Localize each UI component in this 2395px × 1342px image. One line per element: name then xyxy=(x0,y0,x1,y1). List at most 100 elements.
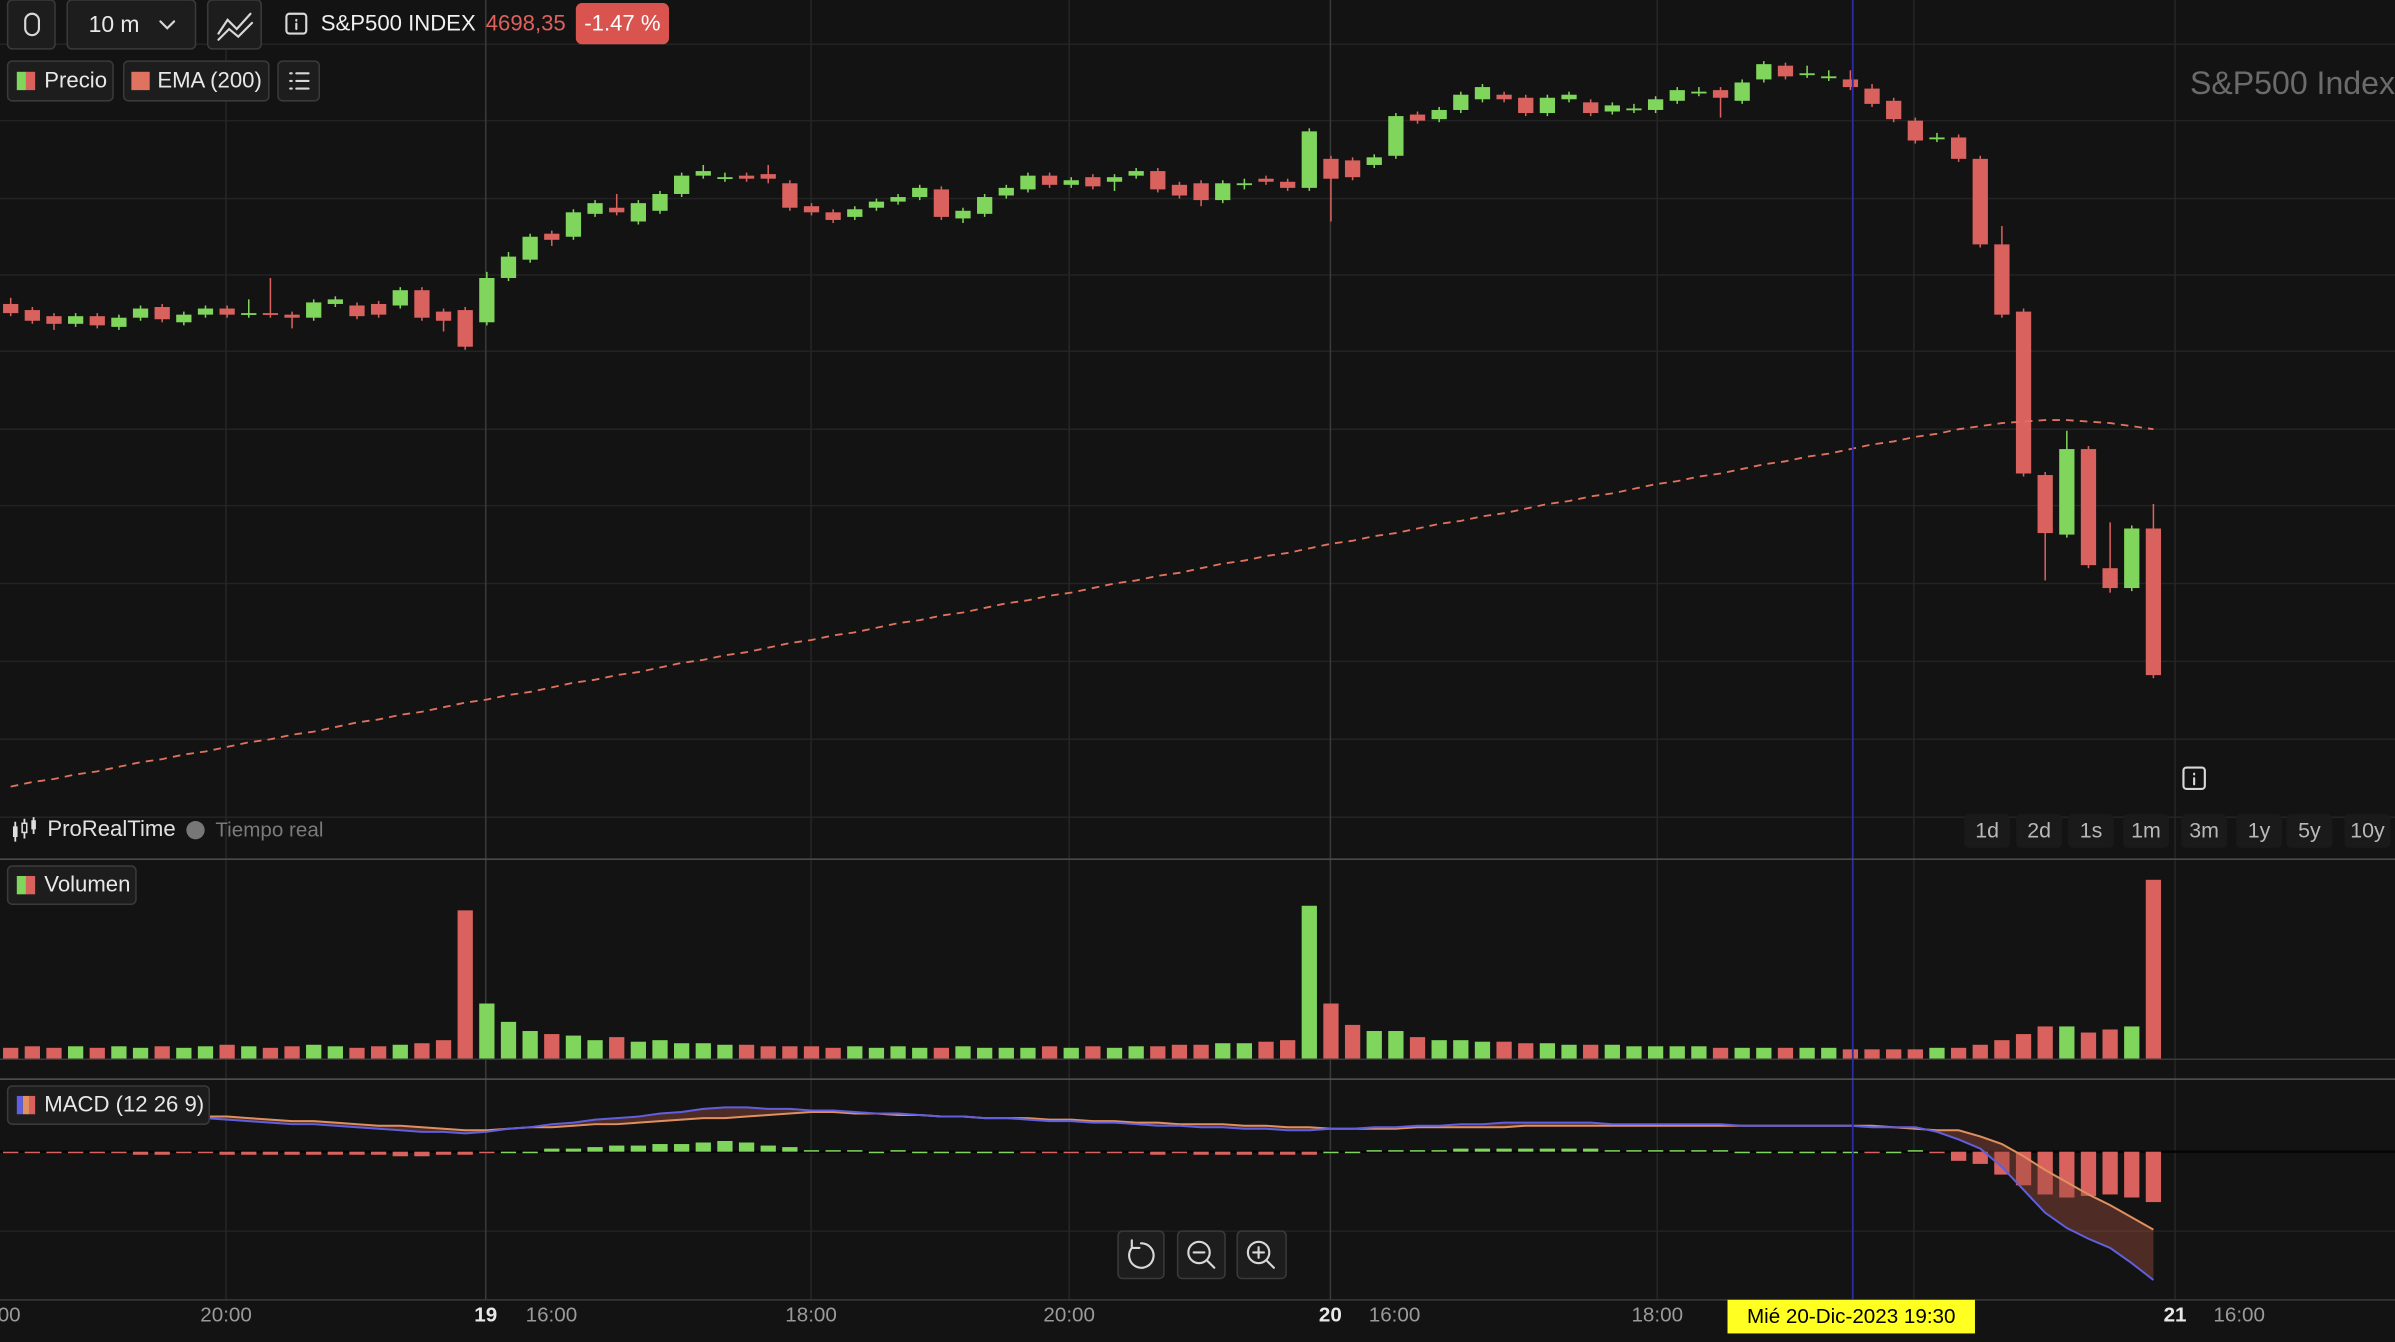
candle-body xyxy=(912,187,928,198)
range-button[interactable] xyxy=(2344,814,2391,848)
macd-histogram-bar xyxy=(1388,1150,1404,1152)
candle-body xyxy=(1323,158,1339,179)
ema-legend-chip[interactable] xyxy=(122,60,270,102)
range-button[interactable] xyxy=(2286,814,2333,848)
zoom-in-icon xyxy=(1252,1246,1275,1269)
volume-bar xyxy=(1734,1047,1750,1059)
macd-histogram-bar xyxy=(262,1151,279,1155)
candle-body xyxy=(1388,116,1404,156)
macd-histogram-bar xyxy=(630,1145,646,1152)
volume-bar xyxy=(1215,1043,1231,1059)
volume-bar xyxy=(1128,1046,1144,1059)
brand-logo xyxy=(31,820,36,830)
volume-bar xyxy=(327,1046,343,1059)
volume-bar xyxy=(1496,1041,1512,1059)
volume-bar xyxy=(1994,1040,2010,1059)
candle-body xyxy=(738,175,755,179)
candle-body xyxy=(3,303,19,314)
candle-body xyxy=(1886,100,1902,120)
candle-body xyxy=(1712,90,1729,98)
price-legend-chip[interactable] xyxy=(6,60,114,102)
candle-body xyxy=(1366,157,1382,165)
candle-body xyxy=(154,307,170,320)
interval-dropdown[interactable] xyxy=(66,0,197,50)
macd-histogram-bar xyxy=(609,1145,625,1152)
range-button[interactable] xyxy=(2016,814,2063,848)
macd-histogram-bar xyxy=(1215,1151,1231,1155)
range-buttons: 1d 2d 1s 1m 3m 1y 5y 10y xyxy=(1964,814,2391,848)
volume-bar xyxy=(1712,1047,1729,1059)
macd-histogram-bar xyxy=(1431,1150,1447,1152)
macd-histogram-bar xyxy=(284,1151,300,1155)
candle-body xyxy=(1583,102,1599,114)
volume-bar xyxy=(1474,1041,1491,1059)
range-button[interactable] xyxy=(2068,814,2114,848)
candle-body xyxy=(1907,120,1923,141)
macd-histogram-bar xyxy=(1474,1148,1491,1152)
volume-bar xyxy=(197,1046,214,1059)
macd-histogram-bar xyxy=(392,1151,408,1157)
zoom-out-button[interactable] xyxy=(1176,1230,1226,1280)
candle-body xyxy=(1215,183,1231,201)
macd-histogram-bar xyxy=(1453,1148,1469,1152)
info-icon[interactable] xyxy=(2182,766,2206,790)
macd-histogram-bar xyxy=(327,1151,343,1155)
candle-body xyxy=(652,193,668,211)
volume-bar xyxy=(1842,1049,1859,1059)
macd-histogram-bar xyxy=(847,1150,863,1152)
reset-zoom-button[interactable] xyxy=(1117,1230,1165,1280)
range-button[interactable] xyxy=(2123,814,2169,848)
volume-bar xyxy=(587,1040,603,1059)
watermark: S&P500 Index xyxy=(2190,65,2395,101)
candle-body xyxy=(1561,94,1577,100)
info-icon[interactable] xyxy=(285,12,308,35)
volume-bar xyxy=(1388,1031,1404,1059)
candle-body xyxy=(1150,171,1166,190)
ema-line xyxy=(10,419,2154,788)
range-button[interactable] xyxy=(1964,814,2011,848)
volume-bar xyxy=(262,1047,279,1059)
candle-body xyxy=(955,210,971,219)
macd-histogram-bar xyxy=(1886,1151,1902,1154)
candle-body xyxy=(522,236,538,260)
macd-histogram-bar xyxy=(3,1151,19,1154)
macd-histogram-bar xyxy=(1583,1148,1599,1152)
candle-body xyxy=(414,290,430,318)
macd-histogram-bar xyxy=(457,1151,473,1155)
mouse-button[interactable] xyxy=(6,0,56,50)
volume-bar xyxy=(695,1043,711,1059)
candle-body xyxy=(46,316,62,324)
volume-bar xyxy=(2080,1032,2097,1059)
volume-bar xyxy=(760,1046,776,1059)
chart-type-button[interactable] xyxy=(206,0,262,50)
macd-histogram-bar xyxy=(1907,1150,1923,1152)
volume-bar xyxy=(890,1046,906,1059)
macd-histogram-bar xyxy=(652,1144,668,1152)
range-button[interactable] xyxy=(2236,814,2282,848)
macd-histogram-bar xyxy=(132,1151,149,1155)
volume-legend-chip[interactable] xyxy=(6,865,137,906)
zoom-in-button[interactable] xyxy=(1236,1230,1287,1280)
macd-histogram-bar xyxy=(306,1151,322,1155)
candle-body xyxy=(544,233,560,240)
volume-bar xyxy=(349,1047,365,1059)
macd-histogram-bar xyxy=(803,1150,820,1152)
macd-histogram-bar xyxy=(912,1151,928,1154)
volume-bar xyxy=(652,1040,668,1059)
candle-body xyxy=(1669,90,1685,101)
macd-histogram-bar xyxy=(1496,1148,1512,1152)
volume-bar xyxy=(912,1047,928,1059)
macd-legend-chip[interactable] xyxy=(6,1085,211,1125)
range-label: 1s xyxy=(2080,818,2103,842)
macd-histogram-bar xyxy=(1258,1151,1274,1155)
macd-histogram-bar xyxy=(565,1148,582,1152)
volume-bar xyxy=(2059,1026,2075,1059)
volume-bar xyxy=(1539,1043,1556,1059)
volume-bar xyxy=(977,1047,993,1059)
macd-histogram-bar xyxy=(998,1151,1014,1154)
candle-body xyxy=(327,299,343,304)
macd-histogram-bar xyxy=(868,1151,885,1154)
legend-swatch xyxy=(22,1095,30,1115)
candle-body xyxy=(1842,79,1859,88)
range-button[interactable] xyxy=(2181,814,2227,848)
